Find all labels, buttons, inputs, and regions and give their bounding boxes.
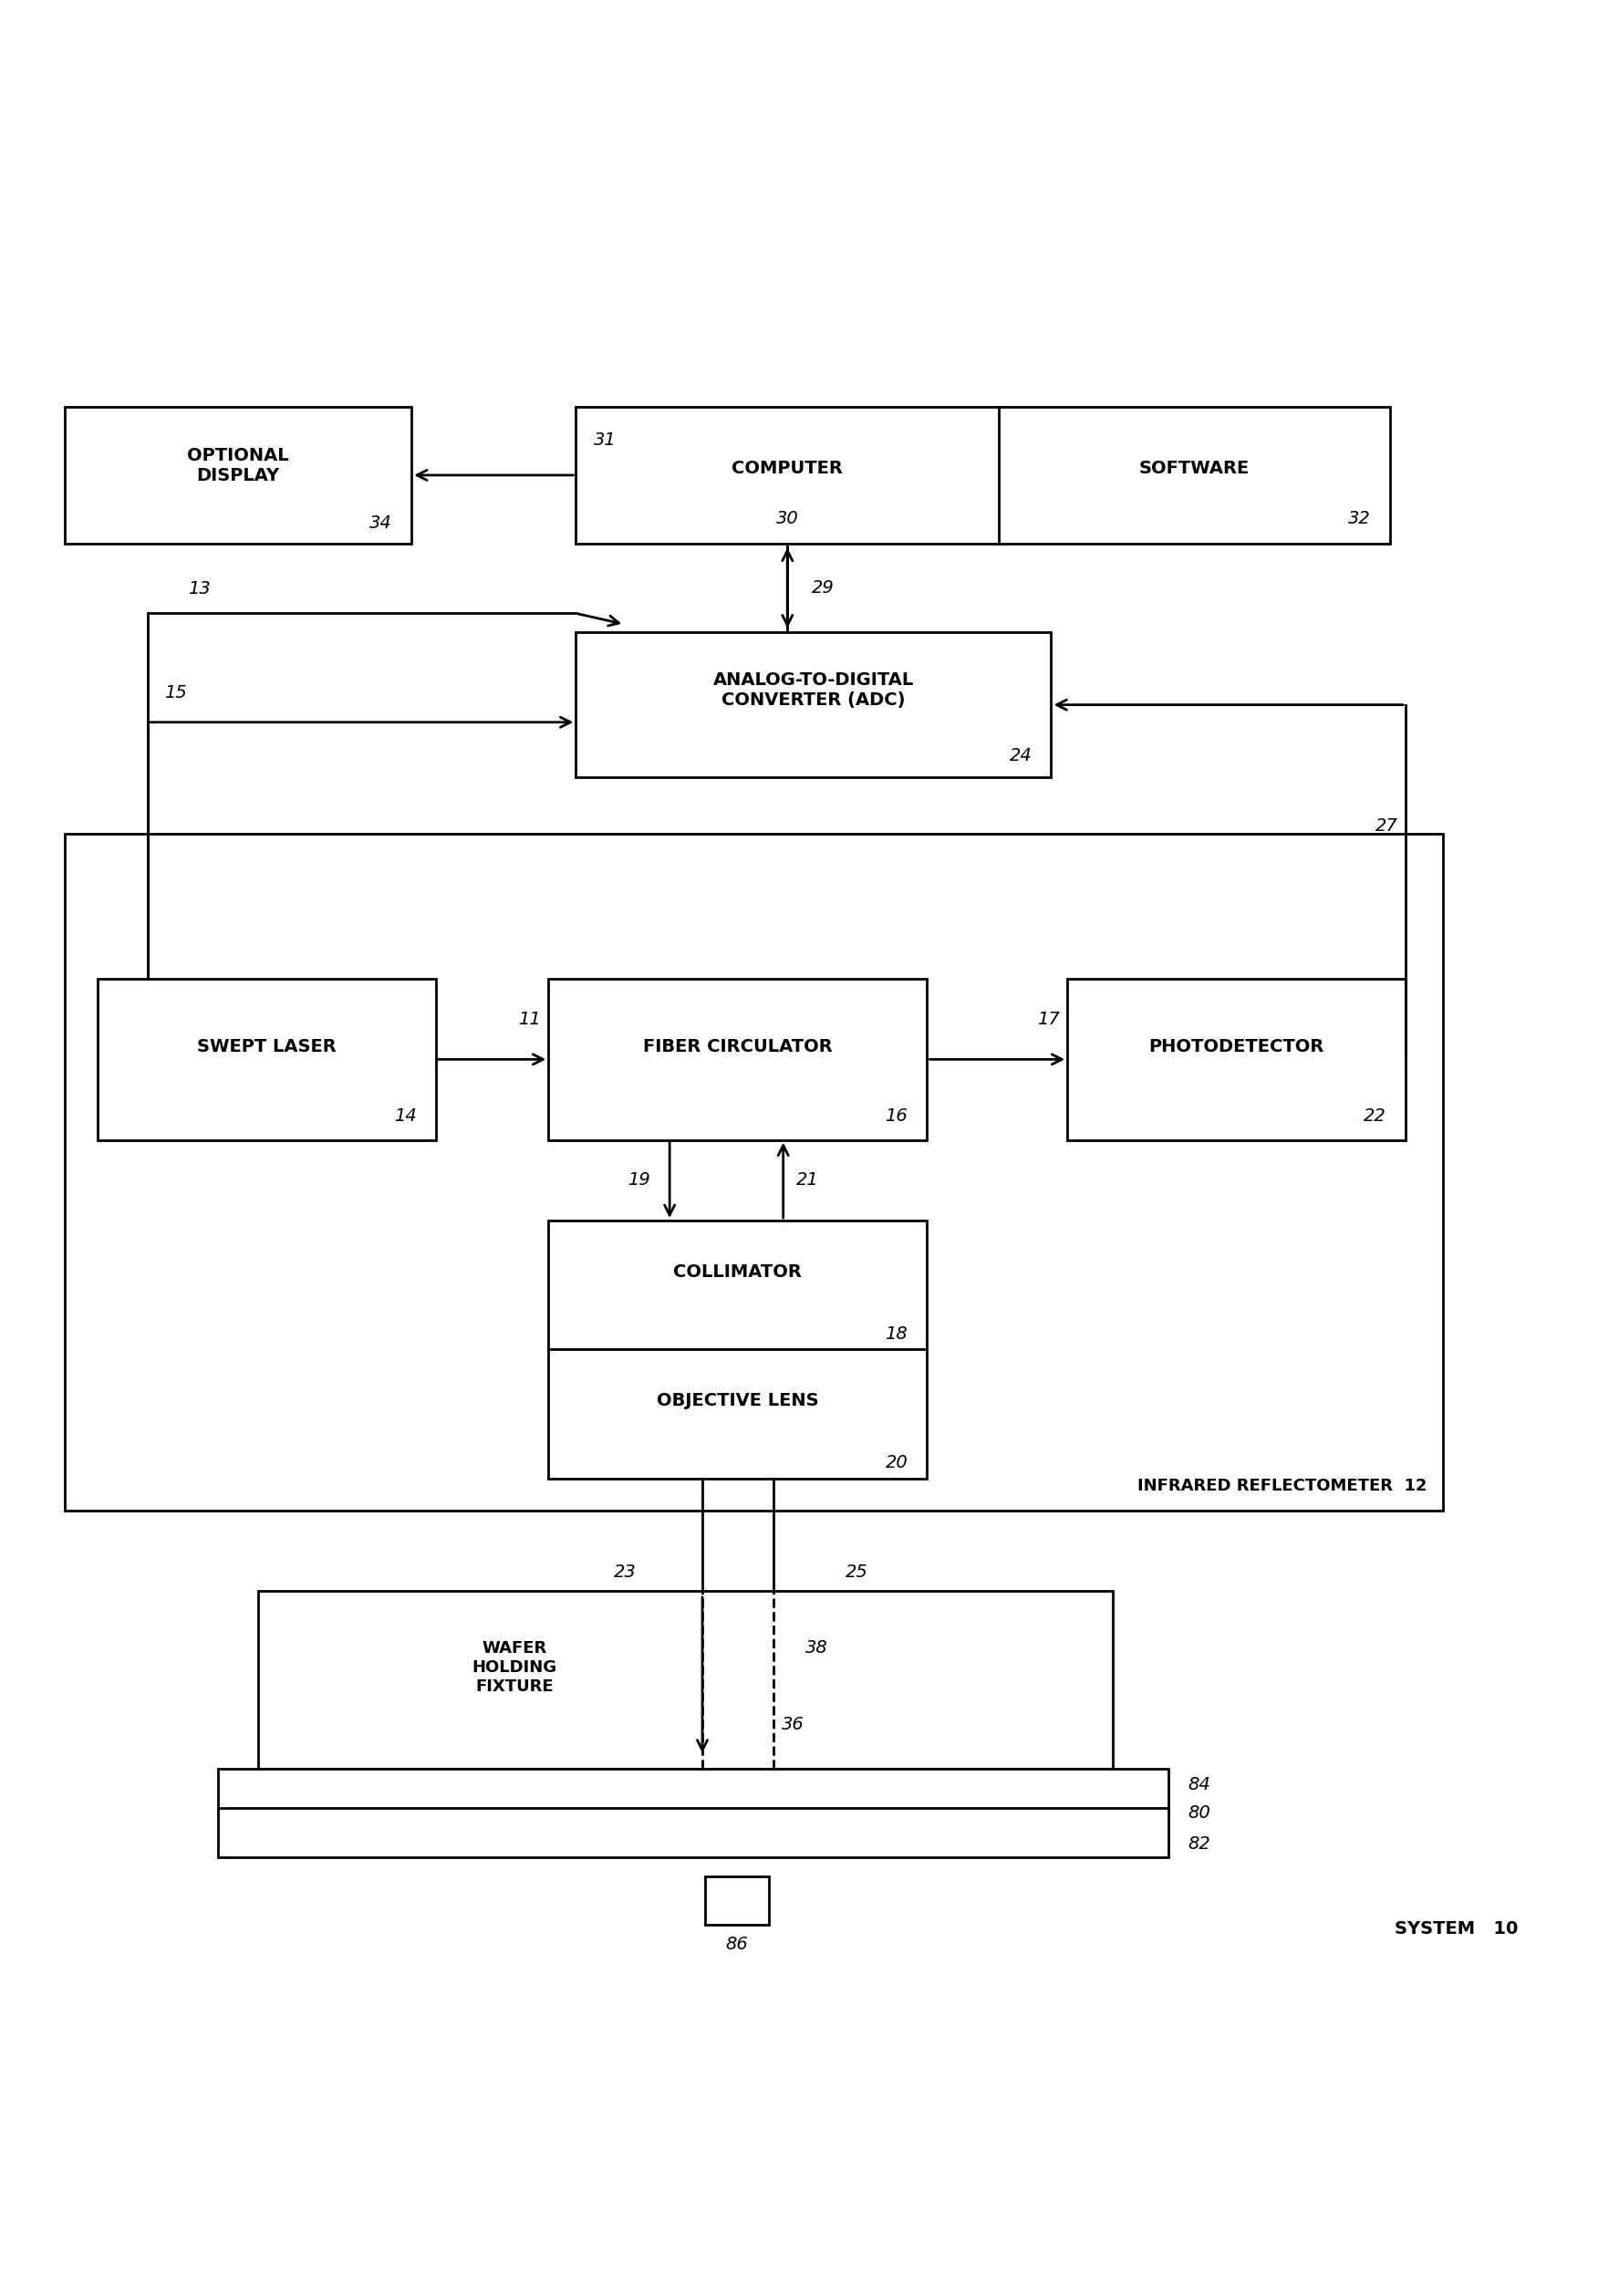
Text: 21: 21 xyxy=(797,1171,819,1189)
Bar xyxy=(65,833,1443,1511)
Text: 23: 23 xyxy=(614,1564,636,1580)
Text: SOFTWARE: SOFTWARE xyxy=(1140,459,1250,478)
Text: INFRARED REFLECTOMETER  12: INFRARED REFLECTOMETER 12 xyxy=(1137,1479,1426,1495)
Text: COMPUTER: COMPUTER xyxy=(732,459,843,478)
Text: 30: 30 xyxy=(776,510,798,528)
Bar xyxy=(549,978,928,1139)
Bar xyxy=(549,1221,928,1350)
Text: 36: 36 xyxy=(782,1715,805,1733)
Bar xyxy=(704,1876,769,1924)
Text: 29: 29 xyxy=(811,579,834,597)
Text: 18: 18 xyxy=(886,1325,908,1343)
Text: 22: 22 xyxy=(1363,1107,1386,1125)
Text: 25: 25 xyxy=(845,1564,868,1580)
Text: 27: 27 xyxy=(1375,817,1397,833)
Text: 14: 14 xyxy=(393,1107,416,1125)
Text: 19: 19 xyxy=(628,1171,651,1189)
Bar xyxy=(549,1350,928,1479)
Text: ANALOG-TO-DIGITAL
CONVERTER (ADC): ANALOG-TO-DIGITAL CONVERTER (ADC) xyxy=(712,673,915,709)
Bar xyxy=(97,978,436,1139)
Text: WAFER
HOLDING
FIXTURE: WAFER HOLDING FIXTURE xyxy=(473,1639,557,1694)
Text: 84: 84 xyxy=(1188,1775,1211,1793)
Text: OBJECTIVE LENS: OBJECTIVE LENS xyxy=(657,1391,819,1410)
Text: PHOTODETECTOR: PHOTODETECTOR xyxy=(1149,1038,1324,1056)
Text: 11: 11 xyxy=(518,1010,541,1029)
Text: FIBER CIRCULATOR: FIBER CIRCULATOR xyxy=(643,1038,832,1056)
Text: SYSTEM   10: SYSTEM 10 xyxy=(1396,1919,1519,1938)
Text: 80: 80 xyxy=(1188,1805,1211,1821)
Text: 20: 20 xyxy=(886,1453,908,1472)
Text: 34: 34 xyxy=(369,514,392,533)
Bar xyxy=(259,1591,1112,1768)
Bar xyxy=(576,406,1389,544)
Text: 38: 38 xyxy=(806,1639,827,1658)
Text: 17: 17 xyxy=(1036,1010,1059,1029)
Text: 13: 13 xyxy=(188,581,210,597)
Text: 15: 15 xyxy=(164,684,186,703)
Text: 24: 24 xyxy=(1009,746,1031,765)
Bar xyxy=(1067,978,1405,1139)
Text: COLLIMATOR: COLLIMATOR xyxy=(674,1263,801,1281)
Text: 32: 32 xyxy=(1347,510,1370,528)
Bar xyxy=(576,631,1051,778)
Text: OPTIONAL
DISPLAY: OPTIONAL DISPLAY xyxy=(188,448,290,484)
Bar xyxy=(219,1768,1169,1857)
Text: 86: 86 xyxy=(725,1936,748,1954)
Text: 82: 82 xyxy=(1188,1835,1211,1853)
Bar xyxy=(65,406,411,544)
Text: SWEPT LASER: SWEPT LASER xyxy=(198,1038,337,1056)
Text: 16: 16 xyxy=(886,1107,908,1125)
Text: 31: 31 xyxy=(594,432,617,448)
